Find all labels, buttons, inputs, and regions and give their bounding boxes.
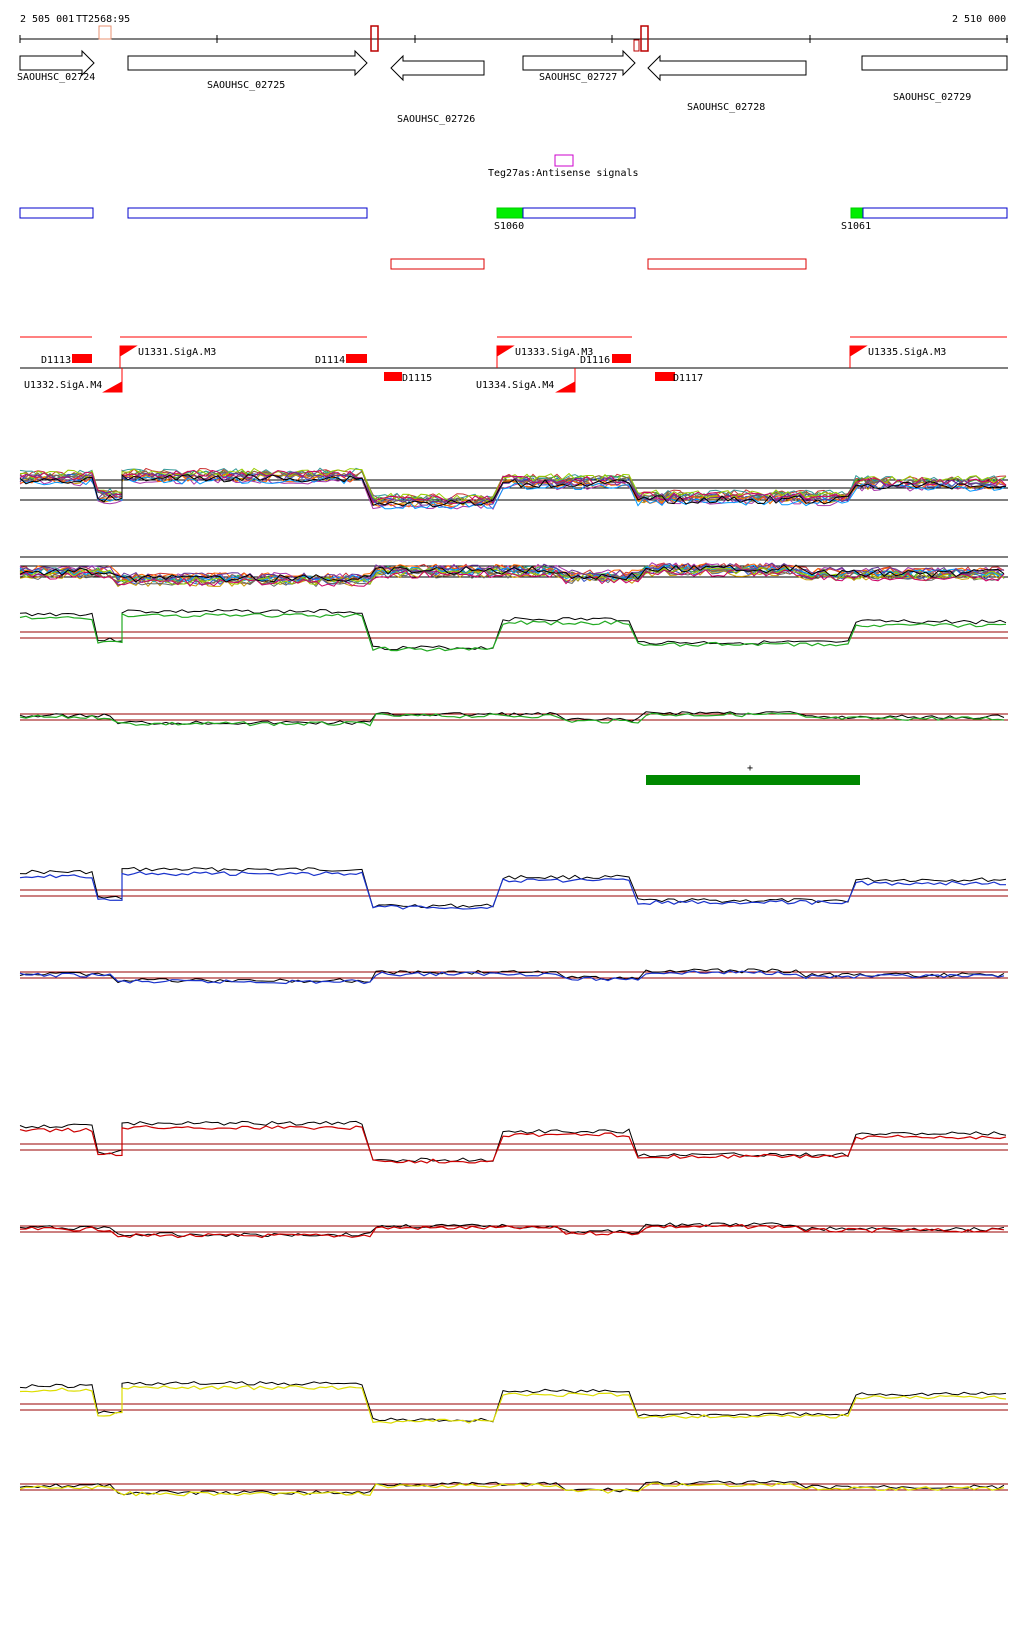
transcription-segment[interactable]	[127, 207, 368, 219]
segment-start[interactable]	[496, 207, 524, 219]
transcription-segment[interactable]	[522, 207, 636, 219]
segment-start[interactable]	[850, 207, 864, 219]
minus-strand-track	[19, 968, 1008, 985]
plus-segment-track: S1060 S1061	[19, 207, 1008, 232]
signal-line-reference	[19, 866, 1007, 909]
terminator-marker[interactable]	[640, 25, 649, 52]
marker-label: TT2568:95	[76, 14, 130, 25]
segment-label: S1060	[494, 221, 524, 232]
downshift-marker[interactable]	[612, 354, 631, 363]
terminator-marker[interactable]	[633, 39, 640, 52]
upshift-flag[interactable]	[555, 368, 576, 393]
gene-label: SAOUHSC_02729	[893, 92, 971, 103]
upshift-label: U1332.SigA.M4	[24, 380, 102, 391]
signal-line	[19, 871, 1007, 910]
downshift-label: D1116	[580, 355, 610, 366]
downshift-marker[interactable]	[384, 372, 402, 381]
signal-line	[19, 712, 1005, 727]
region-bar[interactable]	[646, 775, 860, 785]
upshift-flag[interactable]	[102, 368, 123, 393]
gene-arrow[interactable]	[19, 49, 95, 77]
gene-label: SAOUHSC_02727	[539, 72, 617, 83]
gene-label: SAOUHSC_02725	[207, 80, 285, 91]
signal-line	[19, 1223, 1005, 1239]
region-strand-label: +	[747, 763, 753, 774]
transcription-segment[interactable]	[862, 207, 1008, 219]
signal-line	[19, 1482, 1005, 1497]
condition-overlay-minus	[19, 556, 1008, 588]
upshift-label: U1331.SigA.M3	[138, 347, 216, 358]
transcription-segment[interactable]	[390, 258, 485, 270]
overlay-line	[19, 566, 1005, 586]
segment-label: S1061	[841, 221, 871, 232]
gene-arrow[interactable]	[647, 54, 807, 82]
plus-strand-track	[19, 1380, 1008, 1424]
marker-box[interactable]	[98, 25, 112, 40]
downshift-label: D1115	[402, 373, 432, 384]
upshift-label: U1333.SigA.M3	[515, 347, 593, 358]
antisense-track: Teg27as:Antisense signals	[488, 154, 639, 179]
terminator-marker[interactable]	[370, 25, 379, 52]
transcription-segment[interactable]	[647, 258, 807, 270]
overlay-line	[19, 469, 1007, 505]
start-coordinate: 2 505 001	[20, 14, 74, 25]
gene-arrow[interactable]	[390, 54, 485, 82]
gene-label: SAOUHSC_02726	[397, 114, 475, 125]
minus-strand-track	[19, 1480, 1008, 1497]
gene-arrow[interactable]	[522, 49, 636, 77]
promoter-track: D1113 D1114 D1115 D1116 D1117 U1331.SigA…	[20, 336, 1008, 393]
downshift-label: D1117	[673, 373, 703, 384]
downshift-marker[interactable]	[346, 354, 367, 363]
signal-line	[19, 970, 1005, 985]
downshift-label: D1114	[315, 355, 345, 366]
signal-line-reference	[19, 1120, 1007, 1163]
signal-line-reference	[19, 1222, 1005, 1238]
overlay-line	[19, 475, 1007, 510]
upshift-label: U1335.SigA.M3	[868, 347, 946, 358]
overlay-line	[19, 473, 1007, 508]
signal-line	[19, 1125, 1007, 1164]
minus-strand-track	[19, 1222, 1008, 1239]
gene-track: SAOUHSC_02724 SAOUHSC_02725 SAOUHSC_0272…	[17, 49, 1008, 125]
transcription-segment[interactable]	[19, 207, 94, 219]
downshift-marker[interactable]	[655, 372, 675, 381]
plus-strand-track	[19, 608, 1008, 652]
overlay-line	[19, 564, 1005, 584]
antisense-box[interactable]	[554, 154, 574, 167]
overlay-line	[19, 564, 1005, 583]
upshift-flag[interactable]	[849, 345, 868, 368]
signal-line	[19, 612, 1007, 652]
upshift-flag[interactable]	[119, 345, 138, 368]
signal-line-reference	[19, 608, 1007, 651]
plus-strand-track	[19, 866, 1008, 910]
region-track: +	[646, 763, 860, 785]
upshift-label: U1334.SigA.M4	[476, 380, 554, 391]
antisense-label: Teg27as:Antisense signals	[488, 168, 639, 179]
gene-arrow[interactable]	[127, 49, 368, 77]
overlay-line	[19, 568, 1005, 587]
downshift-marker[interactable]	[72, 354, 92, 363]
end-coordinate: 2 510 000	[952, 14, 1006, 25]
gene-arrow[interactable]	[861, 55, 1008, 71]
upshift-flag[interactable]	[496, 345, 515, 368]
gene-label: SAOUHSC_02728	[687, 102, 765, 113]
gene-label: SAOUHSC_02724	[17, 72, 95, 83]
minus-strand-track	[19, 711, 1008, 727]
minus-segment-track	[390, 258, 807, 270]
plus-strand-track	[19, 1120, 1008, 1164]
coordinate-ruler: 2 505 001 TT2568:95 2 510 000	[19, 14, 1008, 52]
signal-line	[19, 1385, 1007, 1424]
ruler-ticks	[19, 35, 1008, 43]
downshift-label: D1113	[41, 355, 71, 366]
overlay-line	[19, 562, 1005, 582]
signal-tracks	[19, 608, 1008, 1497]
condition-overlay-plus	[19, 467, 1008, 511]
